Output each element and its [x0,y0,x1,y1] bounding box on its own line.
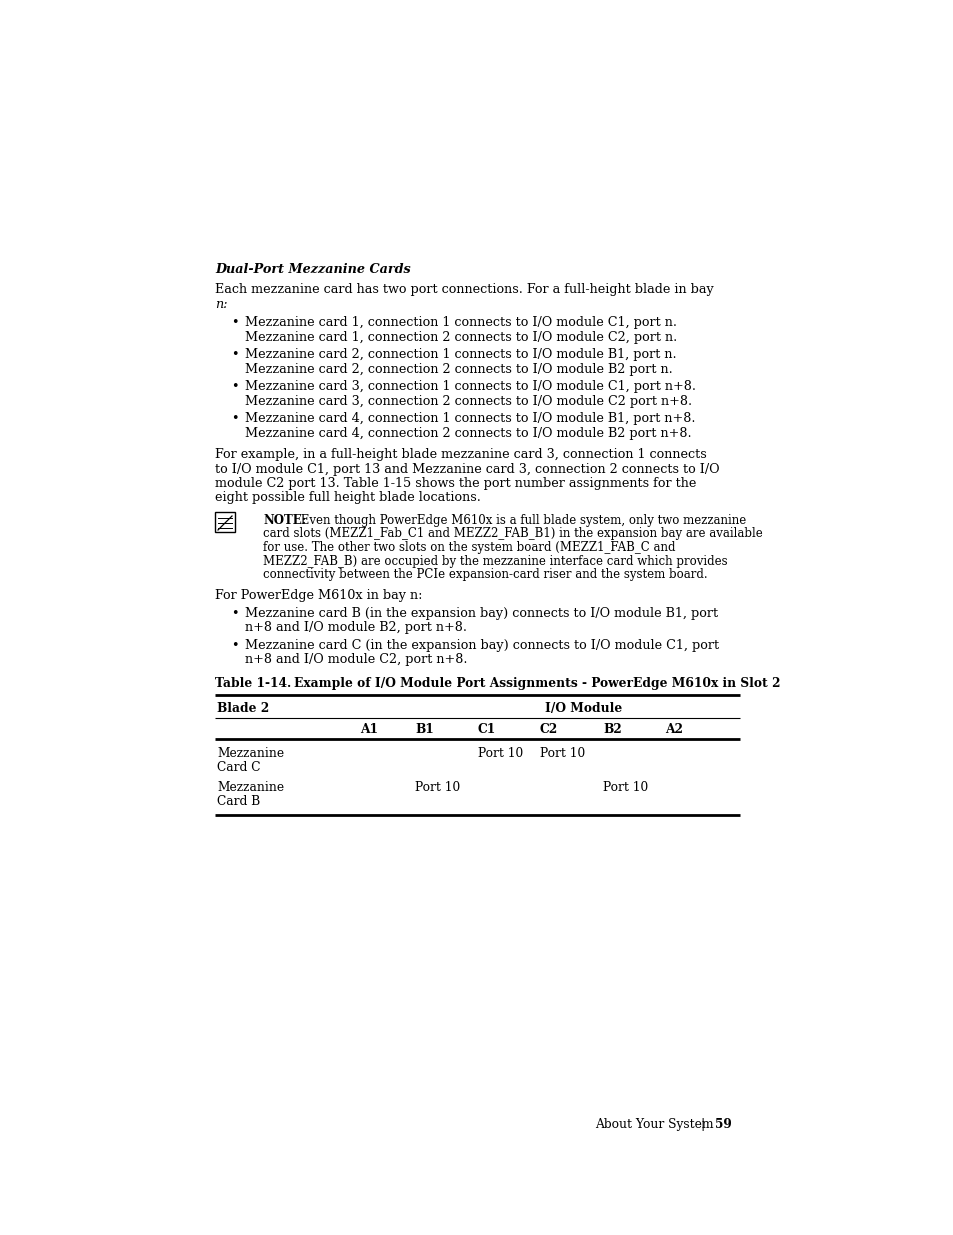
Text: to I/O module C1, port 13 and Mezzanine card 3, connection 2 connects to I/O: to I/O module C1, port 13 and Mezzanine … [214,462,719,475]
Text: MEZZ2_FAB_B) are occupied by the mezzanine interface card which provides: MEZZ2_FAB_B) are occupied by the mezzani… [263,555,727,568]
Text: Card C: Card C [216,761,260,774]
Text: •: • [231,316,238,329]
Text: n+8 and I/O module B2, port n+8.: n+8 and I/O module B2, port n+8. [245,621,467,635]
Text: •: • [231,412,238,425]
Text: Mezzanine card 1, connection 2 connects to I/O module C2, port n.: Mezzanine card 1, connection 2 connects … [245,331,677,343]
Text: Mezzanine card 3, connection 1 connects to I/O module C1, port n+8.: Mezzanine card 3, connection 1 connects … [245,380,696,393]
Text: Port 10: Port 10 [602,781,648,794]
Text: Even though PowerEdge M610x is a full blade system, only two mezzanine: Even though PowerEdge M610x is a full bl… [296,514,745,527]
Text: connectivity between the PCIe expansion-card riser and the system board.: connectivity between the PCIe expansion-… [263,568,707,580]
Text: n:: n: [214,298,227,310]
Text: Mezzanine: Mezzanine [216,747,284,760]
Text: for use. The other two slots on the system board (MEZZ1_FAB_C and: for use. The other two slots on the syst… [263,541,675,555]
Text: eight possible full height blade locations.: eight possible full height blade locatio… [214,492,480,505]
Text: Each mezzanine card has two port connections. For a full-height blade in bay: Each mezzanine card has two port connect… [214,283,713,296]
Text: Port 10: Port 10 [539,747,584,760]
Text: module C2 port 13. Table 1-15 shows the port number assignments for the: module C2 port 13. Table 1-15 shows the … [214,477,696,490]
Text: 59: 59 [714,1118,731,1131]
Text: Mezzanine: Mezzanine [216,781,284,794]
Text: C2: C2 [539,722,558,736]
Text: Table 1-14.: Table 1-14. [214,677,291,690]
Text: card slots (MEZZ1_Fab_C1 and MEZZ2_FAB_B1) in the expansion bay are available: card slots (MEZZ1_Fab_C1 and MEZZ2_FAB_B… [263,527,762,541]
Text: Example of I/O Module Port Assignments - PowerEdge M610x in Slot 2: Example of I/O Module Port Assignments -… [276,677,780,690]
Text: NOTE:: NOTE: [263,514,306,527]
Text: A1: A1 [359,722,377,736]
Text: Mezzanine card 4, connection 1 connects to I/O module B1, port n+8.: Mezzanine card 4, connection 1 connects … [245,412,695,425]
Text: For PowerEdge M610x in bay n:: For PowerEdge M610x in bay n: [214,589,422,603]
Text: Mezzanine card 1, connection 1 connects to I/O module C1, port n.: Mezzanine card 1, connection 1 connects … [245,316,677,329]
Text: Mezzanine card 3, connection 2 connects to I/O module C2 port n+8.: Mezzanine card 3, connection 2 connects … [245,394,691,408]
Text: Port 10: Port 10 [477,747,522,760]
Text: •: • [231,606,238,620]
Text: I/O Module: I/O Module [544,701,621,715]
Bar [214,513,234,532]
Text: Mezzanine card C (in the expansion bay) connects to I/O module C1, port: Mezzanine card C (in the expansion bay) … [245,638,719,652]
Text: •: • [231,638,238,652]
Text: B1: B1 [415,722,434,736]
Text: Dual-Port Mezzanine Cards: Dual-Port Mezzanine Cards [214,263,410,275]
Text: •: • [231,348,238,361]
Text: Mezzanine card 2, connection 2 connects to I/O module B2 port n.: Mezzanine card 2, connection 2 connects … [245,363,672,375]
Text: Mezzanine card B (in the expansion bay) connects to I/O module B1, port: Mezzanine card B (in the expansion bay) … [245,606,718,620]
Text: Port 10: Port 10 [415,781,459,794]
Text: C1: C1 [477,722,496,736]
Text: About Your System: About Your System [595,1118,713,1131]
Text: n+8 and I/O module C2, port n+8.: n+8 and I/O module C2, port n+8. [245,653,467,667]
Text: A2: A2 [664,722,682,736]
Text: For example, in a full-height blade mezzanine card 3, connection 1 connects: For example, in a full-height blade mezz… [214,448,706,461]
Text: •: • [231,380,238,393]
Text: Blade 2: Blade 2 [216,701,269,715]
Text: Mezzanine card 2, connection 1 connects to I/O module B1, port n.: Mezzanine card 2, connection 1 connects … [245,348,676,361]
Text: |: | [700,1118,703,1131]
Text: Mezzanine card 4, connection 2 connects to I/O module B2 port n+8.: Mezzanine card 4, connection 2 connects … [245,426,691,440]
Text: B2: B2 [602,722,621,736]
Text: Card B: Card B [216,795,260,808]
